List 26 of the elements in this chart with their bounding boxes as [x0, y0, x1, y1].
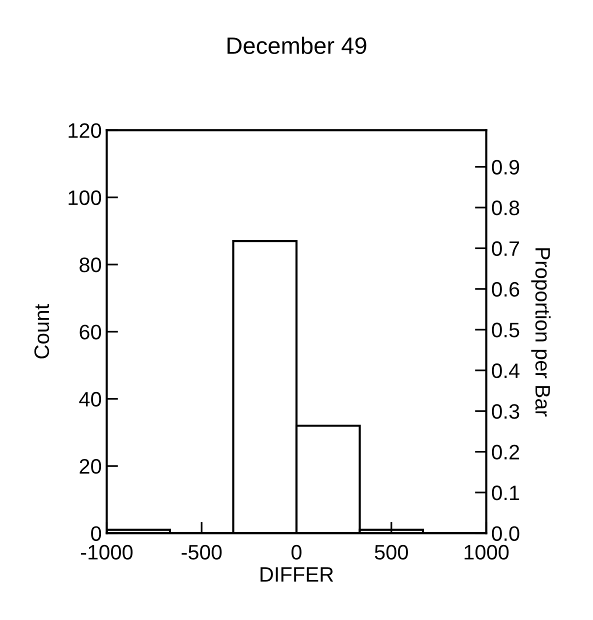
- x-tick-label: -500: [182, 544, 222, 560]
- y2-tick-label: 0.3: [492, 404, 520, 419]
- y2-tick-label: 0.5: [492, 322, 520, 338]
- x-tick-label: 0: [292, 544, 302, 560]
- y-tick-label: 100: [68, 190, 102, 206]
- y-tick-label: 60: [80, 324, 102, 340]
- y-axis-title: Count: [34, 304, 50, 358]
- x-tick-label: 1000: [464, 544, 509, 560]
- x-tick-label: 500: [374, 544, 408, 560]
- y2-tick-label: 0.6: [492, 282, 520, 297]
- y-tick-label: 80: [80, 258, 102, 272]
- y-tick-label: 40: [79, 392, 102, 407]
- y2-tick-label: 0.4: [492, 363, 520, 378]
- y-tick-label: 0: [91, 526, 102, 541]
- y-tick-label: 20: [80, 459, 102, 474]
- chart-title: December 49: [228, 36, 366, 54]
- y2-tick-label: 0.9: [492, 160, 520, 175]
- y2-axis-title: Proportion per Bar: [531, 248, 551, 416]
- y-tick-label: 120: [68, 123, 102, 138]
- y2-tick-label: 0.7: [492, 241, 520, 256]
- y2-tick-label: 0.0: [492, 526, 520, 541]
- y2-tick-label: 0.1: [492, 485, 520, 500]
- x-tick-label: -1000: [81, 544, 133, 560]
- y2-tick-label: 0.8: [492, 200, 520, 216]
- y2-tick-label: 0.2: [492, 444, 520, 460]
- x-axis-title: DIFFER: [260, 567, 334, 582]
